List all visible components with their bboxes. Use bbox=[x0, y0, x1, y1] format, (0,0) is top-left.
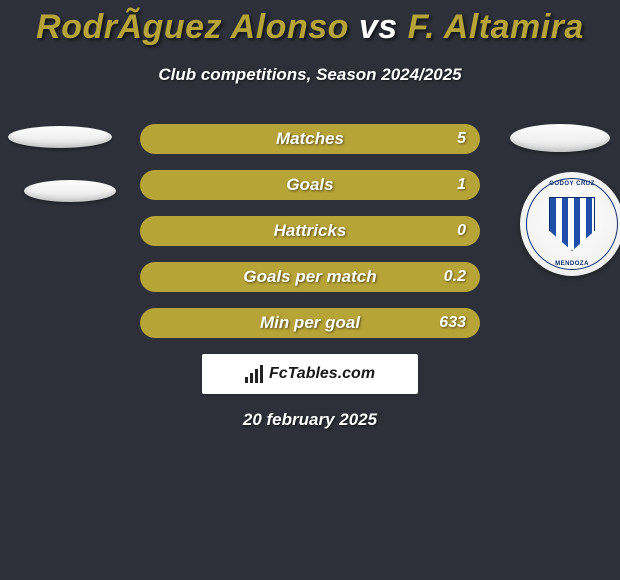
player-right-club-badge: GODOY CRUZ MENDOZA bbox=[520, 172, 620, 276]
player-left-avatar bbox=[8, 126, 112, 148]
page-title: RodrÃ­guez Alonso vs F. Altamira bbox=[0, 0, 620, 47]
stat-bar-value-right: 0.2 bbox=[444, 262, 466, 292]
stat-bar-label: Matches bbox=[140, 124, 480, 154]
attribution-box: FcTables.com bbox=[202, 354, 418, 394]
stat-bar-value-right: 0 bbox=[457, 216, 466, 246]
stat-bar-value-right: 1 bbox=[457, 170, 466, 200]
stats-bars: Matches5Goals1Hattricks0Goals per match0… bbox=[140, 124, 480, 354]
title-left: RodrÃ­guez Alonso bbox=[36, 8, 349, 46]
stat-bar: Hattricks0 bbox=[140, 216, 480, 246]
player-left-club-avatar bbox=[24, 180, 116, 202]
stat-bar-label: Goals per match bbox=[140, 262, 480, 292]
stat-bar-label: Goals bbox=[140, 170, 480, 200]
stat-bar: Goals per match0.2 bbox=[140, 262, 480, 292]
stat-bar-value-right: 633 bbox=[439, 308, 466, 338]
comparison-card: RodrÃ­guez Alonso vs F. Altamira Club co… bbox=[0, 0, 620, 580]
stat-bar: Min per goal633 bbox=[140, 308, 480, 338]
club-badge-bottom-text: MENDOZA bbox=[555, 261, 589, 267]
attribution-text: FcTables.com bbox=[269, 365, 375, 383]
stat-bar-label: Min per goal bbox=[140, 308, 480, 338]
stat-bar-label: Hattricks bbox=[140, 216, 480, 246]
club-badge-top-text: GODOY CRUZ bbox=[549, 181, 595, 187]
title-right: F. Altamira bbox=[408, 8, 584, 46]
attribution-logo-icon bbox=[245, 365, 263, 383]
title-vs: vs bbox=[359, 8, 398, 46]
stat-bar: Matches5 bbox=[140, 124, 480, 154]
date-text: 20 february 2025 bbox=[0, 410, 620, 430]
subtitle: Club competitions, Season 2024/2025 bbox=[0, 65, 620, 85]
stat-bar-value-right: 5 bbox=[457, 124, 466, 154]
player-right-avatar bbox=[510, 124, 610, 152]
stat-bar: Goals1 bbox=[140, 170, 480, 200]
